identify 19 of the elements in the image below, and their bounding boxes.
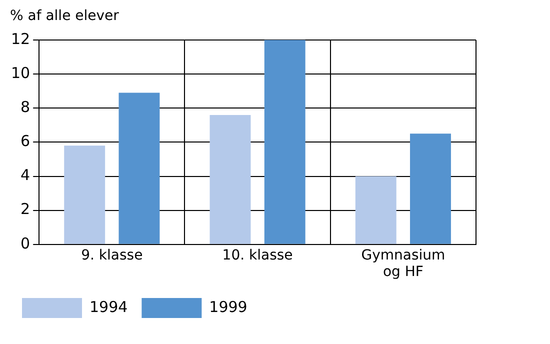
bar (64, 146, 106, 244)
legend-label: 1994 (90, 298, 128, 316)
y-tick-label: 2 (20, 200, 30, 218)
y-tick-label: 12 (10, 30, 30, 48)
legend-label: 1999 (209, 298, 248, 316)
y-tick-label: 8 (20, 98, 30, 116)
bar (210, 114, 251, 244)
bar (118, 92, 160, 244)
y-tick-label: 10 (10, 64, 30, 82)
bar (355, 176, 396, 244)
bar (410, 134, 451, 244)
y-axis-title: % af alle elever (10, 8, 120, 26)
x-tick-label: 10. klasse (222, 247, 293, 264)
x-tick-label: 9. klasse (81, 247, 143, 264)
y-tick-label: 4 (20, 166, 30, 184)
y-tick-label: 6 (20, 132, 30, 150)
y-tick-label: 0 (20, 234, 30, 252)
x-tick-label: Gymnasium og HF (361, 247, 446, 280)
bar (264, 40, 306, 244)
